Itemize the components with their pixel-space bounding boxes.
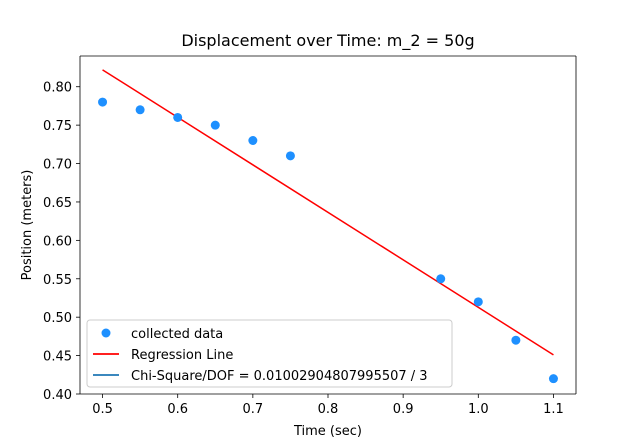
y-tick-label: 0.60 (43, 234, 72, 249)
data-point (511, 335, 521, 345)
y-tick-label: 0.50 (43, 311, 72, 326)
legend-marker-collected-data (101, 328, 111, 338)
y-axis-label: Position (meters) (20, 170, 35, 281)
x-tick-label: 0.8 (318, 402, 339, 417)
y-tick-label: 0.65 (43, 196, 72, 211)
legend: collected data Regression Line Chi-Square/… (86, 319, 453, 388)
x-tick-label: 0.7 (243, 402, 264, 417)
x-tick-label: 0.6 (167, 402, 188, 417)
y-tick-label: 0.45 (43, 350, 72, 365)
y-tick-label: 0.55 (43, 273, 72, 288)
legend-label: Regression Line (131, 348, 233, 363)
data-point (210, 120, 220, 130)
data-point (473, 297, 483, 307)
y-tick-label: 0.80 (43, 81, 72, 96)
data-points (98, 97, 558, 384)
legend-box (86, 319, 453, 388)
y-tick-label: 0.40 (43, 388, 72, 403)
data-point (173, 112, 183, 122)
data-point (248, 136, 258, 145)
y-tick-label: 0.75 (43, 119, 72, 134)
y-axis-ticks: 0.40 0.45 0.50 0.55 0.60 0.65 0.70 0.75 0.80 (43, 81, 80, 403)
data-point (285, 151, 295, 161)
chart-title: Displacement over Time: m_2 = 50g (181, 31, 474, 51)
data-point (135, 105, 145, 115)
legend-label: Chi-Square/DOF = 0.01002904807995507 / 3 (131, 369, 428, 384)
legend-label: collected data (131, 327, 223, 342)
x-tick-label: 1.0 (468, 402, 489, 417)
x-tick-label: 0.5 (92, 402, 113, 417)
data-point (548, 374, 558, 384)
x-axis-label: Time (sec) (293, 424, 362, 439)
data-point (436, 274, 446, 284)
x-tick-label: 1.1 (543, 402, 564, 417)
y-tick-label: 0.70 (43, 158, 72, 173)
x-tick-label: 0.9 (393, 402, 414, 417)
x-axis-ticks: 0.5 0.6 0.7 0.8 0.9 1.0 1.1 (92, 394, 564, 417)
data-point (98, 97, 108, 107)
